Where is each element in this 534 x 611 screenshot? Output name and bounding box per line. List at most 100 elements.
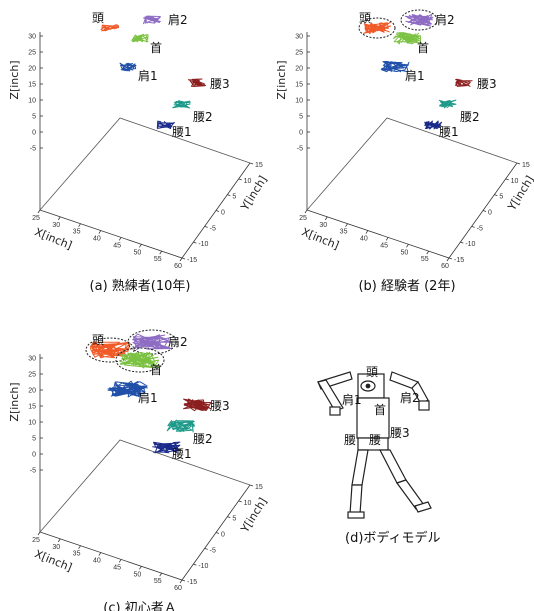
x-tick-mark xyxy=(57,216,61,221)
z-axis-label: Z[inch] xyxy=(275,60,288,99)
body-model-labels: 頭 肩1 首 肩2 腰 腰 腰3 xyxy=(342,365,420,447)
body-label-waist-left: 腰 xyxy=(344,433,356,447)
body-label-head: 頭 xyxy=(366,365,378,379)
cluster-trajectory xyxy=(404,13,434,27)
y-tick-label: 15 xyxy=(522,162,530,169)
x-tick-label: 45 xyxy=(113,564,121,571)
cluster-trajectory xyxy=(107,380,148,398)
y-tick-label: -10 xyxy=(465,241,475,248)
y-tick-label: -15 xyxy=(454,257,464,264)
cluster-trajectory xyxy=(187,78,207,87)
y-tick-label: 0 xyxy=(221,532,225,539)
cluster-0: 頭 xyxy=(85,333,135,363)
y-tick-mark xyxy=(238,178,242,181)
x-tick-label: 50 xyxy=(134,571,142,578)
x-tick-label: 60 xyxy=(174,263,182,270)
z-tick-label: 30 xyxy=(28,356,36,363)
cluster-4: 腰3 xyxy=(454,77,497,91)
cluster-6: 腰1 xyxy=(156,120,192,139)
cluster-3: 肩1 xyxy=(380,61,425,83)
y-tick-label: -5 xyxy=(477,225,483,232)
z-tick-label: 10 xyxy=(28,98,36,105)
x-tick-label: 45 xyxy=(113,242,121,249)
y-tick-mark xyxy=(204,225,208,228)
cluster-label: 肩2 xyxy=(168,334,188,349)
z-tick-label: 25 xyxy=(28,50,36,57)
cluster-label: 頭 xyxy=(92,333,104,347)
cluster-2: 首 xyxy=(115,347,165,377)
x-tick-mark xyxy=(345,223,348,227)
cluster-5: 腰2 xyxy=(172,100,213,124)
cluster-trajectory xyxy=(119,351,160,369)
y-tick-mark xyxy=(193,241,197,244)
cluster-trajectory xyxy=(156,120,175,129)
cluster-trajectory xyxy=(132,333,172,351)
cluster-label: 腰3 xyxy=(210,399,230,413)
y-tick-mark xyxy=(238,500,242,503)
axes-frame xyxy=(304,32,521,262)
cluster-trajectory xyxy=(172,100,191,109)
x-tick-mark xyxy=(406,244,409,248)
x-tick-mark xyxy=(159,572,163,577)
left-thigh xyxy=(351,449,369,486)
x-tick-label: 25 xyxy=(32,215,40,222)
y-tick-mark xyxy=(181,257,186,260)
z-tick-label: 5 xyxy=(32,114,36,121)
cluster-label: 腰1 xyxy=(172,125,192,139)
y-tick-label: -15 xyxy=(187,257,197,264)
x-tick-mark xyxy=(324,216,328,221)
z-tick-label: -5 xyxy=(30,146,36,153)
cluster-label: 肩2 xyxy=(435,12,455,27)
cluster-2: 首 xyxy=(131,33,162,55)
floor-back-edges xyxy=(306,117,518,211)
z-tick-label: 20 xyxy=(295,66,303,73)
left-hand xyxy=(329,406,341,416)
body-model-diagram xyxy=(317,371,432,519)
y-tick-label: -10 xyxy=(198,241,208,248)
cluster-trajectory xyxy=(438,99,457,109)
y-tick-mark xyxy=(448,257,453,260)
chart-panel-a: -5 0 5 10 15 20 25 30 25 30 35 40 45 50 55 60 -15 -10 -5 0 5… xyxy=(8,11,270,294)
cluster-trajectory xyxy=(100,24,120,32)
x-tick-mark xyxy=(57,538,61,543)
cluster-4: 腰3 xyxy=(183,398,230,413)
y-tick-label: 0 xyxy=(221,210,225,217)
z-tick-label: 0 xyxy=(32,130,36,137)
y-tick-mark xyxy=(471,225,475,228)
z-tick-label: 5 xyxy=(299,114,303,121)
x-tick-label: 25 xyxy=(32,537,40,544)
y-tick-mark xyxy=(460,241,464,244)
z-axis-label: Z[inch] xyxy=(8,60,21,99)
cluster-trajectory xyxy=(393,32,422,45)
cluster-label: 腰3 xyxy=(210,77,230,91)
z-tick-label: 30 xyxy=(295,34,303,41)
cluster-6: 腰1 xyxy=(424,120,459,139)
z-tick-label: 0 xyxy=(32,452,36,459)
cluster-label: 腰1 xyxy=(172,447,192,461)
x-tick-mark xyxy=(139,244,142,248)
cluster-label: 腰1 xyxy=(439,125,459,139)
y-tick-label: -15 xyxy=(187,579,197,586)
cluster-0: 頭 xyxy=(92,11,120,32)
right-thigh xyxy=(379,449,407,484)
x-tick-label: 40 xyxy=(93,558,101,565)
body-label-waist3: 腰3 xyxy=(390,426,410,440)
body-label-shoulder1: 肩1 xyxy=(342,392,362,407)
cluster-trajectory xyxy=(119,62,137,72)
cluster-label: 頭 xyxy=(92,11,104,25)
cluster-label: 腰3 xyxy=(477,77,497,91)
x-tick-mark xyxy=(304,209,308,214)
x-axis-label: X[inch] xyxy=(33,547,74,574)
z-tick-label: -5 xyxy=(297,146,303,153)
x-tick-mark xyxy=(98,552,102,556)
right-hand xyxy=(418,400,430,411)
cluster-trajectory xyxy=(454,78,473,87)
cluster-3: 肩1 xyxy=(107,380,158,405)
cluster-trajectory xyxy=(131,33,149,43)
y-tick-label: 10 xyxy=(511,178,519,185)
z-tick-label: 0 xyxy=(299,130,303,137)
z-tick-label: 10 xyxy=(28,420,36,427)
x-tick-mark xyxy=(118,237,122,241)
z-axis-label: Z[inch] xyxy=(8,382,21,421)
